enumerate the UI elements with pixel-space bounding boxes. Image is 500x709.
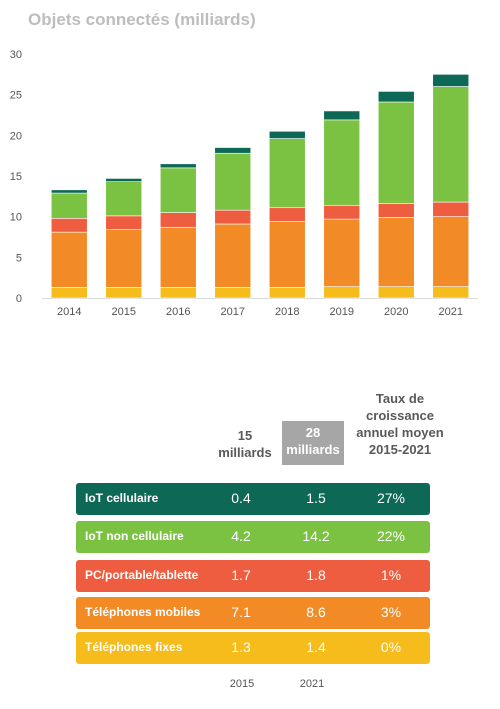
value-2021: 1.4 [306, 639, 326, 655]
table-row: IoT non cellulaire 4.2 14.2 22% [76, 521, 430, 553]
table-row: Téléphones mobiles 7.1 8.6 3% [76, 597, 430, 629]
footer-year-2021: 2021 [299, 678, 325, 690]
stacked-bar-chart: 0 5 10 15 20 25 30 2014 2015 2016 2017 2018 2019 2020… [10, 49, 478, 318]
bar-segment [159, 226, 197, 288]
bar-segment [159, 163, 197, 169]
x-tick-label: 2017 [221, 306, 245, 318]
bar-segment [268, 207, 306, 222]
bar-segment [50, 189, 88, 194]
growth-rate: 0% [380, 639, 402, 655]
value-2021: 14.2 [302, 528, 330, 544]
bar-segment [159, 287, 197, 299]
bar-segment [268, 130, 306, 139]
table-row: PC/portable/tablette 1.7 1.8 1% [76, 560, 430, 592]
row-label: IoT non cellulaire [85, 529, 184, 543]
row-label: Téléphones mobiles [85, 605, 201, 619]
bar-segment [105, 229, 143, 288]
bar-segment [50, 192, 88, 219]
footer-year-2015: 2015 [229, 678, 255, 690]
bar-segment [105, 181, 143, 217]
bar-segment [323, 286, 361, 299]
y-tick-label: 10 [10, 212, 22, 224]
bar-segment [105, 215, 143, 230]
bar-segment [323, 110, 361, 121]
value-2015: 1.3 [231, 639, 251, 655]
x-tick-label: 2018 [275, 306, 299, 318]
bar-segment [50, 217, 88, 233]
bar-segment [159, 167, 197, 213]
x-tick-label: 2021 [439, 306, 463, 318]
growth-rate: 1% [380, 567, 402, 583]
bar-segment [323, 204, 361, 220]
bar-segment [377, 91, 415, 103]
row-label: IoT cellulaire [85, 491, 159, 505]
y-tick-label: 20 [10, 130, 22, 142]
bar-segment [323, 119, 361, 206]
growth-rate: 3% [380, 604, 402, 620]
header-growth: Taux de croissance annuel moyen 2015-202… [356, 391, 444, 457]
bar-segment [432, 216, 470, 287]
bar-segment [214, 147, 252, 154]
bar-segment [105, 287, 143, 299]
bar-segment [159, 212, 197, 228]
bar-segment [432, 74, 470, 87]
value-2021: 1.8 [306, 567, 326, 583]
bar-segment [432, 86, 470, 203]
bar-segment [214, 287, 252, 299]
growth-rate: 22% [376, 528, 406, 544]
bar-segment [105, 178, 143, 182]
header-2021: 28 milliards [282, 421, 344, 465]
x-tick-label: 2020 [384, 306, 408, 318]
x-tick-label: 2015 [112, 306, 136, 318]
bar-segment [432, 286, 470, 299]
bar-segment [377, 203, 415, 218]
row-label: PC/portable/tablette [85, 568, 199, 582]
bar-segment [323, 218, 361, 287]
bar-segment [377, 286, 415, 299]
bar-segment [50, 231, 88, 288]
value-2015: 1.7 [231, 567, 251, 583]
bar-segment [432, 201, 470, 217]
y-tick-label: 0 [16, 293, 22, 305]
bar-segment [214, 152, 252, 211]
table-row: IoT cellulaire 0.4 1.5 27% [76, 483, 430, 515]
bar-segment [50, 287, 88, 299]
value-2021: 8.6 [306, 604, 326, 620]
y-tick-label: 25 [10, 90, 22, 102]
row-label: Téléphones fixes [85, 640, 183, 654]
bar-segment [377, 217, 415, 287]
growth-rate: 27% [376, 490, 406, 506]
bar-segment [268, 221, 306, 288]
y-tick-label: 5 [16, 252, 22, 264]
x-tick-label: 2019 [330, 306, 354, 318]
value-2015: 0.4 [231, 490, 251, 506]
bar-segment [268, 287, 306, 299]
x-tick-label: 2016 [166, 306, 190, 318]
bar-segment [377, 101, 415, 204]
chart-title: Objets connectés (milliards) [28, 10, 256, 29]
header-2015: 15 milliards [218, 428, 272, 460]
bar-segment [268, 138, 306, 209]
value-2015: 4.2 [231, 528, 251, 544]
bar-segment [214, 223, 252, 288]
table-row: Téléphones fixes 1.3 1.4 0% [76, 632, 430, 664]
value-2015: 7.1 [231, 604, 251, 620]
x-tick-label: 2014 [57, 306, 81, 318]
y-tick-label: 15 [10, 171, 22, 183]
bar-segment [214, 209, 252, 225]
value-2021: 1.5 [306, 490, 326, 506]
y-tick-label: 30 [10, 49, 22, 61]
